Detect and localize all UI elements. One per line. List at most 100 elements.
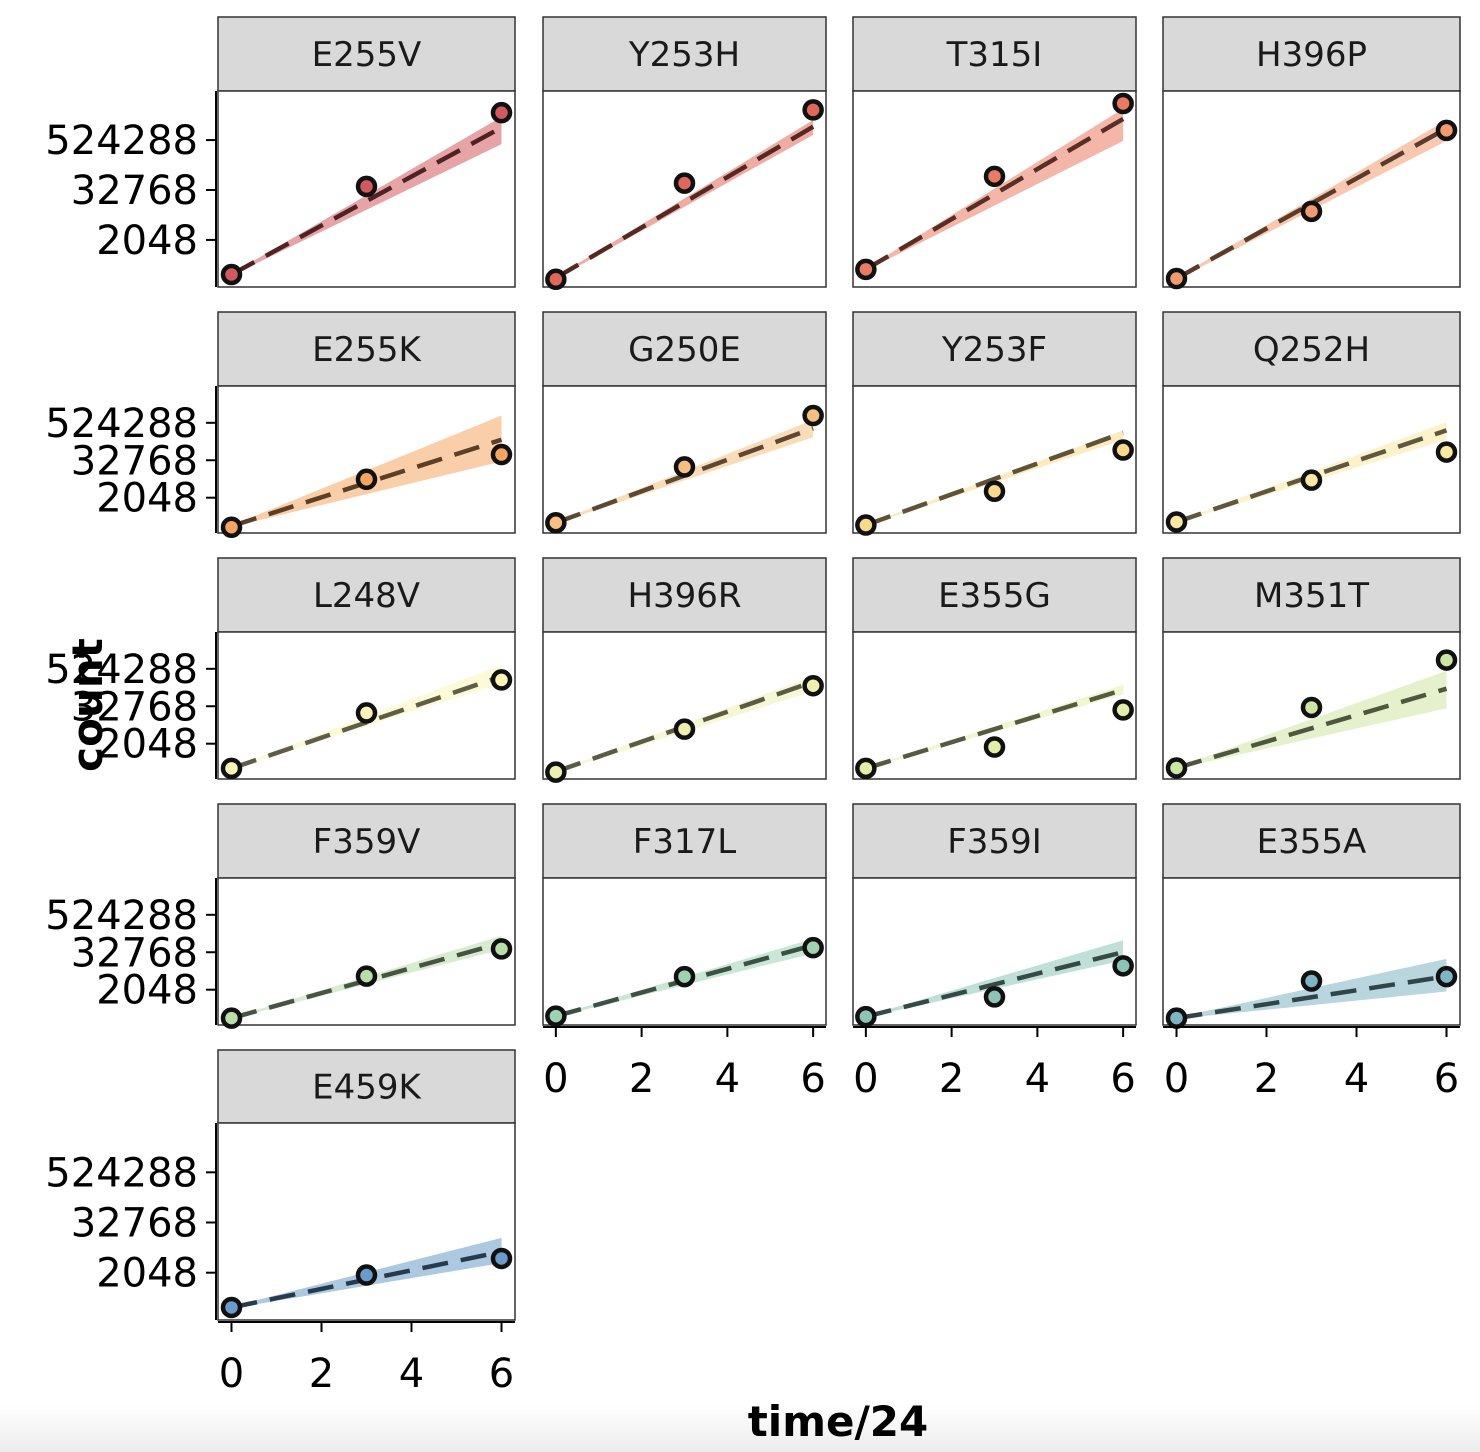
data-point (1300, 200, 1323, 223)
data-point (1112, 439, 1134, 461)
facet-strip (217, 311, 516, 387)
data-point (1435, 119, 1458, 142)
facet-strip (217, 1049, 516, 1124)
data-point (355, 175, 378, 198)
fit-line (865, 430, 1124, 528)
data-point (802, 404, 824, 427)
data-point (855, 1005, 877, 1028)
confidence-ribbon (1176, 670, 1447, 769)
facet-strip-label: Q252H (1253, 330, 1370, 370)
data-point (673, 456, 696, 478)
data-point (983, 165, 1006, 188)
x-tick-label: 0 (853, 1056, 878, 1102)
fit-line (864, 116, 1125, 272)
fit-line (865, 687, 1124, 771)
facet-strip (1162, 803, 1461, 879)
facet-strip-label: Y253F (941, 330, 1047, 370)
y-tick-label: 524288 (45, 118, 198, 164)
y-tick-label: 32768 (71, 684, 198, 730)
facet-panel: Y253F (852, 311, 1137, 536)
confidence-ribbon (865, 108, 1124, 271)
x-tick-label: 6 (1110, 1056, 1135, 1102)
x-tick-label: 6 (489, 1351, 514, 1397)
facet-panel: M351T (1162, 557, 1461, 780)
data-point (220, 757, 243, 780)
facet-strip-label: G250E (628, 330, 741, 370)
facet-strip-label: M351T (1254, 576, 1369, 616)
data-point (673, 718, 696, 740)
data-point (220, 263, 243, 286)
fit-line (230, 125, 503, 277)
facet-panel: G250E (542, 311, 827, 534)
facet-strip-label: H396P (1256, 35, 1367, 75)
facet-panel: H396P (1162, 16, 1461, 290)
facet-strip-label: F317L (633, 822, 736, 862)
facet-panel: E355A (1162, 803, 1461, 1029)
y-tick-label: 524288 (45, 1150, 198, 1196)
facet-panel: H396R (542, 557, 827, 783)
x-tick-label: 6 (1434, 1056, 1459, 1102)
facet-panel: Q252H (1162, 311, 1461, 534)
facet-strip (542, 311, 827, 387)
data-point (490, 669, 513, 691)
fit-line (1176, 974, 1447, 1021)
x-tick-label: 0 (1164, 1056, 1189, 1102)
facet-strip-label: T315I (946, 35, 1043, 75)
y-tick-label: 2048 (96, 218, 198, 264)
data-point (1165, 511, 1188, 533)
facet-panel: E355G (852, 557, 1137, 780)
facet-strip (1162, 16, 1461, 92)
x-tick-label: 4 (399, 1351, 424, 1397)
x-tick-label: 0 (543, 1056, 568, 1102)
facet-panel: F359V (217, 803, 516, 1029)
x-axis-title: time/24 (748, 1397, 929, 1446)
data-point (220, 1296, 243, 1319)
facet-strip-label: E255V (312, 35, 422, 75)
x-tick-label: 4 (715, 1056, 740, 1102)
data-point (855, 757, 877, 780)
data-point (1112, 955, 1134, 977)
facet-strip-label: E255K (312, 330, 422, 370)
facet-strip (852, 16, 1137, 92)
data-point (355, 965, 378, 987)
data-point (983, 736, 1006, 758)
data-point (802, 936, 824, 959)
data-point (983, 986, 1006, 1008)
y-tick-label: 2048 (96, 1251, 198, 1297)
facet-panel-bg (852, 385, 1137, 534)
data-point (545, 761, 567, 783)
data-point (1435, 965, 1458, 988)
data-point (802, 674, 824, 697)
x-tick-label: 6 (800, 1056, 825, 1102)
data-point (1165, 1007, 1188, 1029)
facet-panel: E255V (217, 16, 516, 288)
y-tick-label: 2048 (96, 722, 198, 768)
facet-strip (852, 311, 1137, 387)
data-point (1112, 699, 1134, 721)
y-axis-title: count (63, 638, 112, 772)
facet-strip (1162, 557, 1461, 633)
facet-panel: E255K (217, 311, 516, 538)
data-point (490, 443, 513, 466)
y-tick-label: 524288 (45, 647, 198, 693)
data-point (1300, 970, 1323, 992)
data-point (802, 99, 824, 121)
confidence-ribbon (555, 119, 814, 279)
facet-strip-label: Y253H (628, 35, 740, 75)
facet-strip (217, 803, 516, 879)
data-point (1300, 469, 1323, 491)
facet-strip-label: E459K (312, 1068, 422, 1108)
facet-strip-label: E355A (1257, 822, 1367, 862)
data-point (355, 1264, 378, 1286)
y-tick-label: 2048 (96, 476, 198, 522)
data-point (545, 512, 567, 534)
bottom-shade (0, 1405, 1480, 1452)
data-point (355, 702, 378, 724)
facet-panel: E459K (217, 1049, 516, 1321)
y-tick-label: 32768 (71, 1201, 198, 1247)
facet-strip-label: E355G (938, 576, 1051, 616)
y-tick-label: 32768 (71, 438, 198, 484)
facet-strip (542, 557, 827, 633)
facets: E255V Y253H T315I H396P E255K G250E Y253F Q252H… (217, 16, 1461, 1321)
